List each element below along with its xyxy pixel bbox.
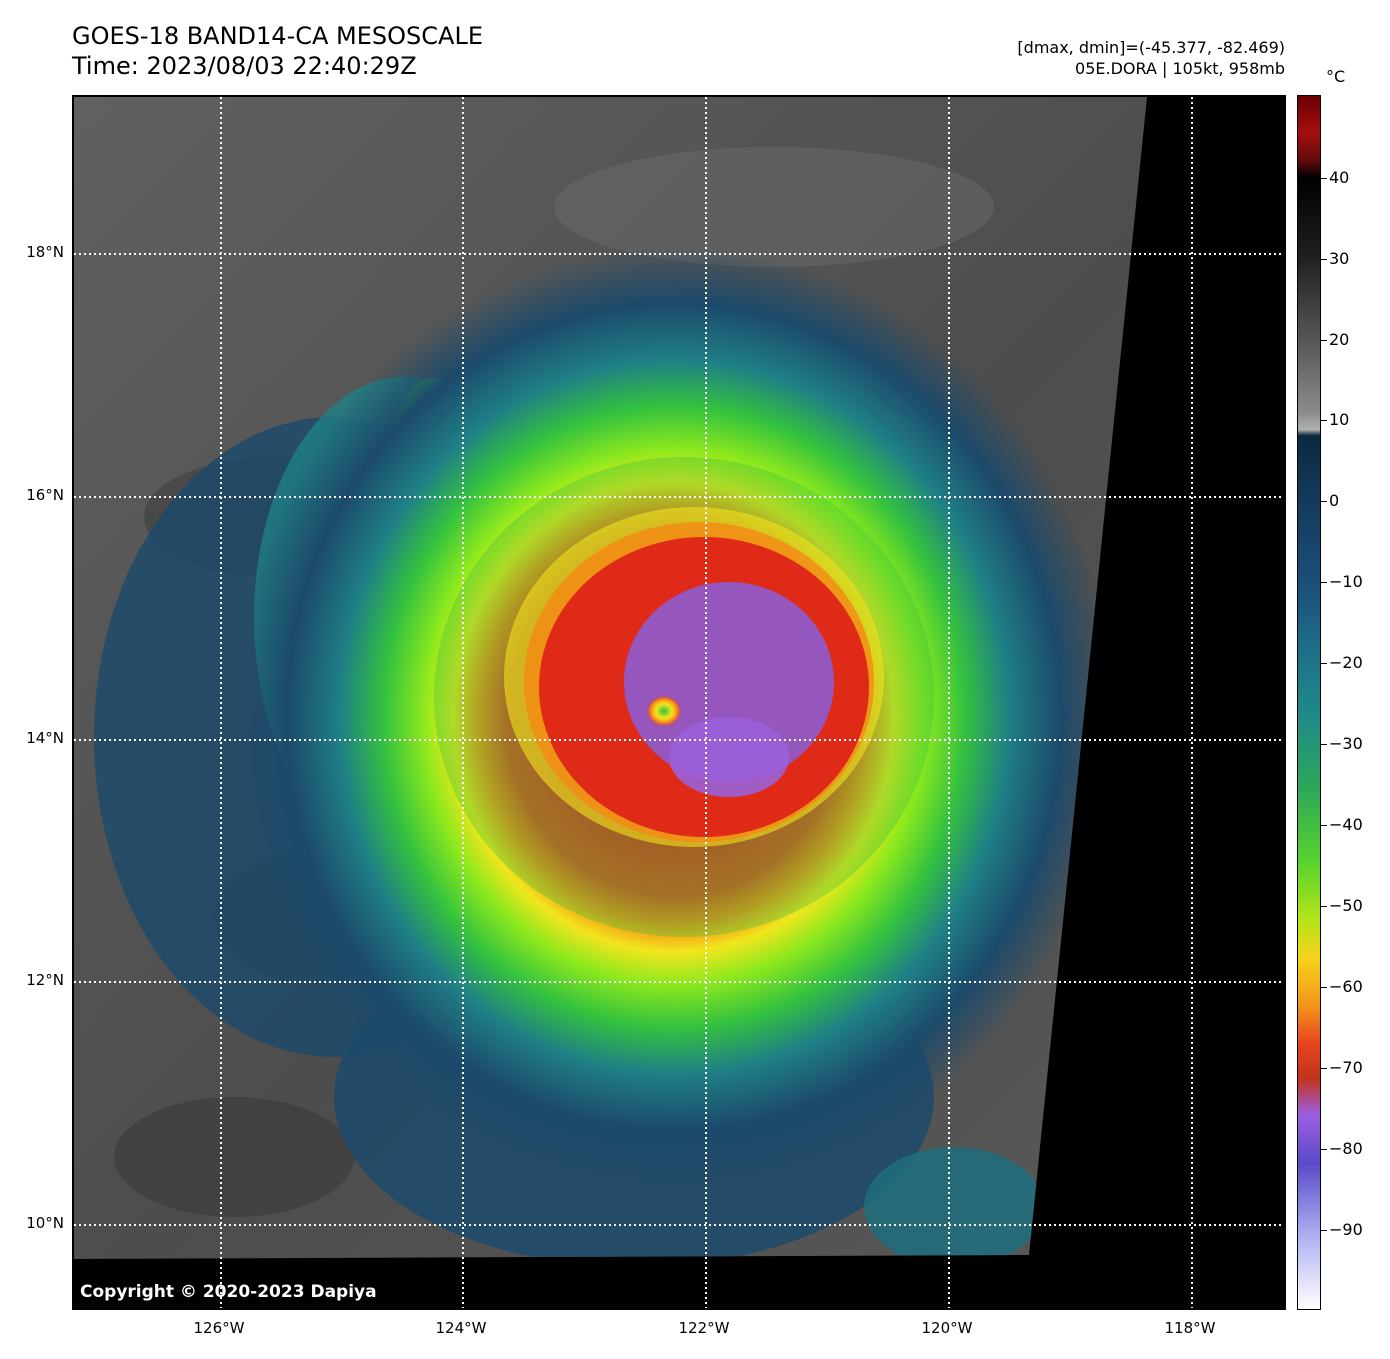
colorbar-label: −20 (1329, 653, 1363, 672)
colorbar-tick (1321, 1068, 1327, 1069)
dmax-dmin-text: [dmax, dmin]=(-45.377, -82.469) (1017, 38, 1285, 57)
colorbar-tick (1321, 582, 1327, 583)
satellite-imagery (74, 97, 1284, 1308)
colorbar-label: 10 (1329, 410, 1350, 429)
colorbar-tick (1321, 178, 1327, 179)
colorbar-label: 40 (1329, 168, 1350, 187)
colorbar-label: −90 (1329, 1220, 1363, 1239)
lon-label-126w: 126°W (193, 1319, 245, 1337)
colorbar-tick (1321, 1230, 1327, 1231)
colorbar-tick (1321, 340, 1327, 341)
colorbar-label: −60 (1329, 977, 1363, 996)
copyright-text: Copyright © 2020-2023 Dapiya (80, 1282, 377, 1302)
colorbar-unit: °C (1326, 67, 1346, 86)
lon-label-124w: 124°W (435, 1319, 487, 1337)
colorbar-tick (1321, 663, 1327, 664)
colorbar-label: −80 (1329, 1139, 1363, 1158)
storm-eye (646, 695, 682, 727)
colorbar-tick (1321, 906, 1327, 907)
colorbar-tick (1321, 1149, 1327, 1150)
colorbar-tick (1321, 259, 1327, 260)
lat-label-14n: 14°N (26, 729, 64, 747)
lat-label-10n: 10°N (26, 1214, 64, 1232)
title-line-1: GOES-18 BAND14-CA MESOSCALE (72, 22, 483, 50)
lat-label-16n: 16°N (26, 486, 64, 504)
colorbar-tick (1321, 501, 1327, 502)
colorbar-label: −70 (1329, 1058, 1363, 1077)
title-line-2: Time: 2023/08/03 22:40:29Z (72, 52, 417, 80)
lon-label-122w: 122°W (678, 1319, 730, 1337)
lon-label-118w: 118°W (1164, 1319, 1216, 1337)
colorbar-tick (1321, 825, 1327, 826)
colorbar-label: 20 (1329, 330, 1350, 349)
temperature-colorbar (1297, 95, 1321, 1310)
colorbar-tick (1321, 987, 1327, 988)
colorbar-label: −10 (1329, 572, 1363, 591)
colorbar-tick (1321, 744, 1327, 745)
colorbar-label: 30 (1329, 249, 1350, 268)
colorbar-label: −40 (1329, 815, 1363, 834)
satellite-map: Copyright © 2020-2023 Dapiya (72, 95, 1286, 1310)
colorbar-label: 0 (1329, 491, 1340, 510)
lat-label-12n: 12°N (26, 971, 64, 989)
storm-info-text: 05E.DORA | 105kt, 958mb (1075, 59, 1285, 78)
lat-lon-grid (74, 97, 1284, 1308)
colorbar-label: −30 (1329, 734, 1363, 753)
colorbar-label: −50 (1329, 896, 1363, 915)
colorbar-tick (1321, 420, 1327, 421)
lon-label-120w: 120°W (921, 1319, 973, 1337)
lat-label-18n: 18°N (26, 243, 64, 261)
